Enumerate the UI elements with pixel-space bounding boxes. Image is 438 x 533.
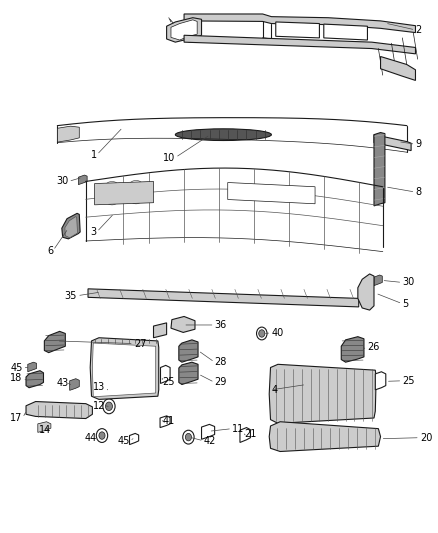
Text: 25: 25	[403, 376, 415, 386]
Polygon shape	[26, 370, 43, 387]
Text: 1: 1	[91, 150, 97, 160]
Polygon shape	[160, 416, 170, 427]
Text: 3: 3	[91, 227, 97, 237]
Polygon shape	[130, 433, 139, 445]
Polygon shape	[90, 338, 159, 399]
Polygon shape	[374, 275, 382, 286]
Circle shape	[127, 180, 146, 204]
Circle shape	[259, 330, 265, 337]
Polygon shape	[44, 332, 65, 353]
Text: 6: 6	[47, 246, 53, 255]
Text: 4: 4	[272, 385, 278, 395]
Polygon shape	[184, 35, 416, 54]
Text: 13: 13	[93, 382, 106, 392]
Polygon shape	[160, 366, 170, 383]
Polygon shape	[201, 424, 215, 439]
Text: 36: 36	[215, 320, 227, 330]
Polygon shape	[62, 213, 80, 239]
Circle shape	[132, 435, 136, 441]
Polygon shape	[374, 135, 411, 151]
Circle shape	[96, 429, 108, 442]
Polygon shape	[70, 378, 79, 390]
Polygon shape	[38, 422, 51, 432]
Polygon shape	[28, 362, 36, 372]
Polygon shape	[65, 216, 78, 238]
Polygon shape	[228, 182, 315, 204]
Polygon shape	[269, 422, 381, 451]
Circle shape	[186, 27, 195, 38]
Polygon shape	[78, 175, 87, 184]
Text: 11: 11	[232, 424, 244, 434]
Polygon shape	[358, 274, 374, 310]
Circle shape	[103, 399, 115, 414]
Text: 14: 14	[39, 425, 51, 435]
Text: 18: 18	[10, 373, 22, 383]
Text: 30: 30	[403, 278, 415, 287]
Polygon shape	[269, 365, 376, 423]
Polygon shape	[179, 340, 198, 362]
Polygon shape	[26, 401, 92, 418]
Text: 20: 20	[420, 433, 432, 443]
Text: 45: 45	[10, 362, 22, 373]
Text: 9: 9	[416, 139, 422, 149]
Text: 41: 41	[162, 416, 174, 426]
Polygon shape	[184, 14, 416, 33]
Polygon shape	[95, 181, 153, 205]
Polygon shape	[324, 24, 367, 40]
Polygon shape	[171, 317, 195, 333]
Polygon shape	[57, 126, 79, 142]
Text: 44: 44	[85, 433, 97, 443]
Polygon shape	[88, 289, 359, 307]
Text: 45: 45	[117, 436, 130, 446]
Text: 2: 2	[416, 25, 422, 35]
Text: 12: 12	[93, 401, 106, 411]
Text: 40: 40	[272, 328, 284, 338]
Text: 29: 29	[215, 377, 227, 387]
Circle shape	[183, 430, 194, 444]
Circle shape	[257, 327, 267, 340]
Circle shape	[102, 181, 122, 205]
Text: 25: 25	[162, 377, 175, 387]
Polygon shape	[153, 323, 166, 338]
Polygon shape	[171, 20, 197, 40]
Text: 43: 43	[56, 378, 68, 389]
Circle shape	[99, 432, 105, 439]
Text: 30: 30	[56, 176, 68, 187]
Text: 42: 42	[204, 436, 216, 446]
Polygon shape	[240, 427, 251, 442]
Polygon shape	[341, 337, 364, 362]
Polygon shape	[381, 56, 416, 80]
Polygon shape	[92, 343, 155, 397]
Polygon shape	[276, 22, 319, 38]
Text: 27: 27	[134, 338, 146, 349]
Text: 28: 28	[215, 357, 227, 367]
Polygon shape	[375, 372, 386, 390]
Polygon shape	[166, 18, 201, 42]
Polygon shape	[374, 133, 385, 206]
Text: 35: 35	[65, 290, 77, 301]
Text: 17: 17	[10, 413, 22, 423]
Circle shape	[183, 23, 198, 42]
Text: 26: 26	[367, 342, 380, 352]
Text: 8: 8	[416, 187, 422, 197]
Circle shape	[106, 402, 113, 410]
Text: 21: 21	[244, 429, 257, 439]
Circle shape	[204, 427, 211, 435]
Text: 10: 10	[163, 152, 175, 163]
Ellipse shape	[175, 129, 272, 141]
Text: 5: 5	[403, 298, 409, 309]
Polygon shape	[179, 362, 198, 384]
Circle shape	[185, 433, 191, 441]
Circle shape	[162, 418, 167, 424]
